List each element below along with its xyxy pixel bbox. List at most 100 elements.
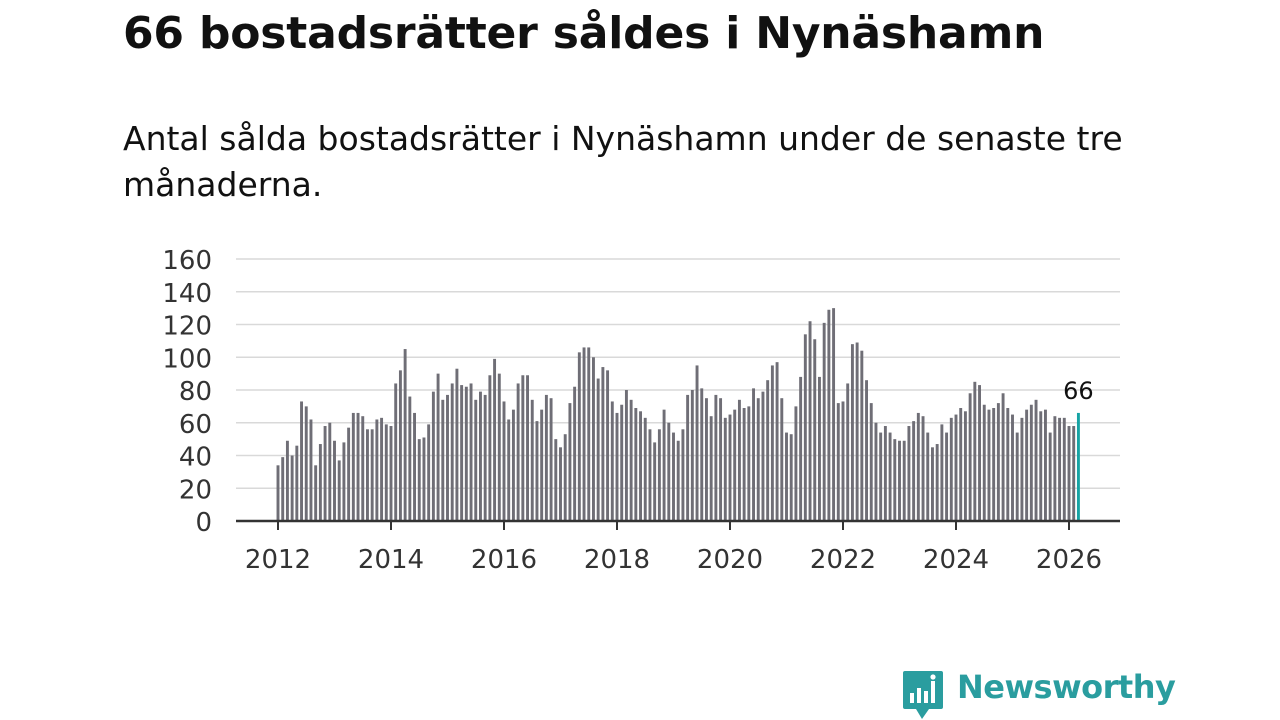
- highlight-value-label: 66: [1063, 377, 1094, 405]
- bar: [342, 442, 346, 521]
- bar: [709, 416, 713, 521]
- bar: [596, 378, 600, 521]
- bar: [1072, 426, 1076, 521]
- x-tick-label: 2024: [923, 545, 989, 575]
- bar: [639, 411, 642, 521]
- bar: [723, 417, 727, 521]
- bar: [789, 434, 793, 521]
- bar: [281, 457, 285, 521]
- x-axis: 2012 2014 2016 2018 2020 2022 2024 2026: [236, 519, 1120, 575]
- bar: [695, 365, 699, 521]
- brand-name[interactable]: Newsworthy: [957, 668, 1176, 706]
- bar: [1039, 411, 1043, 521]
- bar: [719, 398, 723, 521]
- bar: [568, 403, 572, 521]
- bar: [285, 440, 289, 521]
- bar: [427, 424, 431, 521]
- bar: [601, 367, 605, 521]
- bar: [1015, 432, 1019, 521]
- bar: [1044, 409, 1047, 521]
- bar: [869, 403, 873, 521]
- bar: [328, 422, 332, 521]
- highlight-annotation: 66: [1063, 377, 1094, 405]
- bar: [276, 465, 280, 521]
- bar: [954, 414, 958, 521]
- bar: [827, 309, 831, 521]
- bar: [629, 399, 633, 521]
- bar: [653, 442, 657, 521]
- bar: [1029, 404, 1033, 521]
- y-tick-label: 40: [179, 443, 212, 473]
- y-tick-label: 100: [162, 344, 212, 374]
- bar: [912, 421, 916, 521]
- bar: [855, 342, 859, 521]
- x-tick-label: 2012: [245, 545, 311, 575]
- bar: [351, 412, 355, 521]
- bar: [643, 417, 647, 521]
- bar: [1034, 399, 1038, 521]
- bar: [898, 440, 901, 521]
- bar: [535, 421, 539, 521]
- bar: [822, 322, 826, 521]
- bar: [686, 394, 690, 521]
- bar: [907, 426, 911, 521]
- bar: [1058, 417, 1062, 521]
- bar: [544, 394, 548, 521]
- bar: [982, 404, 986, 521]
- bar: [540, 409, 544, 521]
- bar: [417, 439, 421, 522]
- bar: [963, 411, 967, 521]
- bar: [455, 368, 459, 521]
- bar: [959, 408, 963, 521]
- bar: [389, 426, 393, 521]
- bar: [676, 440, 680, 521]
- bar: [333, 440, 336, 521]
- bar: [502, 401, 506, 521]
- grid-lines: [236, 258, 1120, 489]
- bar: [554, 439, 558, 522]
- bar: [634, 408, 638, 521]
- bar: [752, 388, 755, 521]
- bar: [624, 390, 628, 521]
- bar: [926, 432, 930, 521]
- bar: [949, 417, 953, 521]
- bar: [874, 422, 878, 521]
- bar: [403, 349, 407, 521]
- bar: [1011, 414, 1014, 521]
- x-tick-label: 2014: [358, 545, 424, 575]
- bar: [1006, 408, 1010, 521]
- bar: [436, 373, 440, 522]
- bar: [705, 398, 708, 521]
- bar: [893, 439, 897, 522]
- bar: [521, 375, 525, 521]
- bar: [780, 398, 784, 521]
- bar: [606, 370, 610, 521]
- bar: [304, 406, 308, 522]
- y-tick-label: 140: [162, 279, 212, 309]
- bar: [818, 376, 821, 521]
- bar: [559, 447, 562, 521]
- chart-title: 66 bostadsrätter såldes i Nynäshamn: [123, 8, 1045, 59]
- bar: [860, 350, 864, 521]
- bar: [742, 408, 746, 521]
- bar: [728, 414, 732, 521]
- bar: [366, 429, 369, 521]
- bar: [526, 375, 529, 521]
- bar-highlight: [1076, 412, 1080, 521]
- bar: [431, 391, 435, 521]
- bar: [672, 432, 675, 521]
- bar: [1025, 409, 1029, 521]
- bar: [422, 437, 426, 521]
- bar: [408, 396, 412, 521]
- x-tick-label: 2018: [584, 545, 650, 575]
- bar: [507, 419, 511, 521]
- bar: [850, 344, 854, 521]
- x-tick-label: 2022: [810, 545, 876, 575]
- bar: [375, 419, 379, 521]
- bar: [916, 412, 920, 521]
- bar: [318, 444, 322, 521]
- bar: [846, 383, 850, 521]
- bar: [413, 412, 416, 521]
- bar: [530, 399, 534, 521]
- bar: [690, 390, 694, 521]
